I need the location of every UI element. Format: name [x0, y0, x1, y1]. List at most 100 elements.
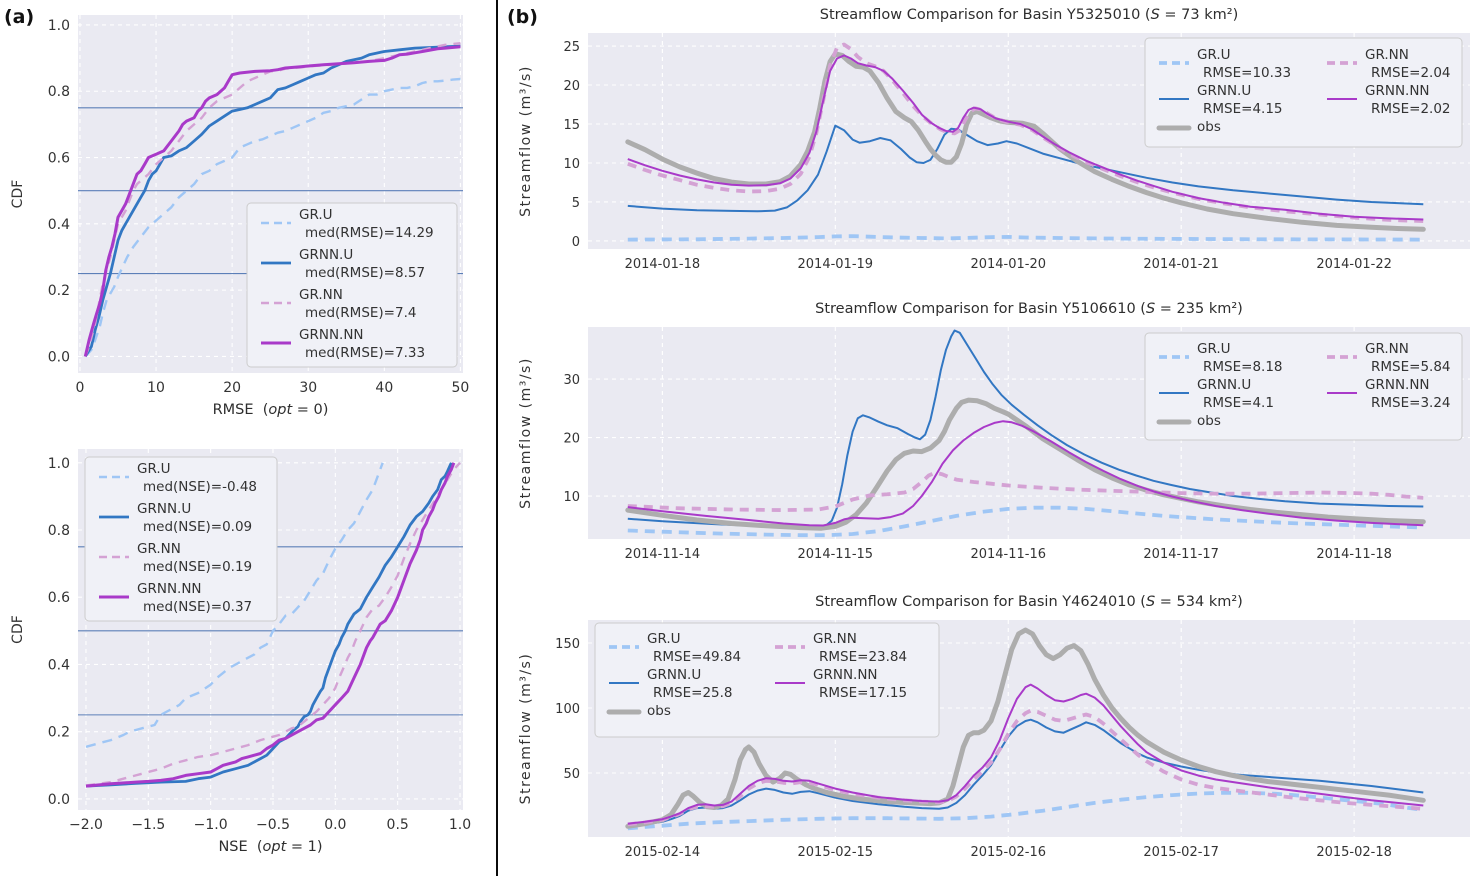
y-tick-label: 0.6: [48, 590, 70, 606]
legend-sublabel-GRNN.NN: RMSE=3.24: [1371, 395, 1451, 411]
legend-label-GRNN.U: GRNN.U: [137, 501, 191, 517]
y-tick-label: 0.4: [48, 657, 70, 673]
x-tick-label: 0.5: [387, 817, 409, 833]
x-tick-label: 2014-11-16: [970, 547, 1046, 562]
legend: GR.U RMSE=49.84 GR.NN RMSE=23.84 GRNN.U RMSE=…: [594, 622, 940, 738]
legend-sublabel-GR.NN: med(RMSE)=7.4: [305, 305, 416, 321]
series-GRNN.NN: [627, 54, 1424, 221]
legend-sublabel-GR.NN: med(NSE)=0.19: [143, 559, 252, 575]
legend-label-GR.U: GR.U: [1197, 341, 1231, 357]
y-tick-label: 0.0: [48, 792, 70, 808]
y-tick-label: 1.0: [48, 456, 70, 472]
legend-label-obs: obs: [647, 703, 671, 719]
legend-box: [246, 202, 458, 368]
legend-box: [594, 622, 940, 738]
series-GR.U: [627, 234, 1424, 242]
legend-box: [84, 456, 278, 622]
x-tick-label: 2014-11-14: [625, 547, 701, 562]
x-axis-label: NSE (opt = 1): [218, 839, 322, 855]
gridlines: [588, 33, 1470, 249]
legend-sublabel-GRNN.U: RMSE=4.1: [1203, 395, 1274, 411]
y-tick-label: 0: [572, 235, 580, 250]
x-tick-label: 10: [147, 380, 165, 396]
legend-sublabel-GRNN.NN: med(RMSE)=7.33: [305, 345, 425, 361]
y-axis-label: Streamflow (m³/s): [518, 653, 534, 805]
x-tick-label: 2015-02-15: [798, 845, 874, 860]
legend-label-GR.NN: GR.NN: [813, 631, 857, 647]
x-tick-label: 2015-02-18: [1316, 845, 1392, 860]
chart-title: Streamflow Comparison for Basin Y4624010…: [815, 594, 1243, 610]
y-tick-label: 0.6: [48, 151, 70, 167]
panel-label-a: (a): [4, 6, 35, 28]
legend-label-GRNN.NN: GRNN.NN: [299, 327, 364, 343]
x-tick-label: −1.5: [131, 817, 165, 833]
legend-label-GRNN.U: GRNN.U: [647, 667, 701, 683]
legend-sublabel-GRNN.U: med(NSE)=0.09: [143, 519, 252, 535]
legend-sublabel-GR.NN: RMSE=5.84: [1371, 359, 1451, 375]
legend: GR.U RMSE=10.33 GR.NN RMSE=2.04 GRNN.U RMSE=4…: [1144, 37, 1463, 148]
panel-divider: [496, 0, 498, 876]
legend-label-GRNN.NN: GRNN.NN: [137, 581, 202, 597]
y-tick-label: 10: [563, 490, 580, 505]
y-tick-label: 20: [563, 432, 580, 447]
series-GRNN.U: [627, 329, 1424, 529]
chart-streamflow-y5325010: 2014-01-18 2014-01-19 2014-01-20 2014-01-21…: [497, 0, 1478, 292]
x-tick-label: 2014-01-18: [625, 257, 701, 272]
chart-nse-cdf: −2.0 −1.5 −1.0 −0.5 0.0 0.5 1.0 0.0 0.2 0.4 0.6 0.8…: [0, 432, 497, 876]
x-tick-label: 0: [76, 380, 85, 396]
x-tick-label: 2015-02-17: [1143, 845, 1219, 860]
chart-title: Streamflow Comparison for Basin Y5106610…: [815, 301, 1243, 317]
legend-label-GRNN.U: GRNN.U: [1197, 83, 1251, 99]
legend-sublabel-GR.NN: RMSE=2.04: [1371, 65, 1451, 81]
legend-sublabel-GRNN.NN: RMSE=2.02: [1371, 101, 1451, 117]
series-GRNN.U: [85, 462, 453, 788]
legend: GR.U med(RMSE)=14.29 GRNN.U med(RMSE)=8.57 G…: [246, 202, 458, 368]
y-tick-label: 20: [563, 79, 580, 94]
y-tick-label: 0.8: [48, 84, 70, 100]
legend-sublabel-GR.U: RMSE=49.84: [653, 649, 741, 665]
y-tick-label: 15: [563, 118, 580, 133]
series-obs: [625, 627, 1426, 829]
legend-label-GR.U: GR.U: [299, 207, 333, 223]
x-tick-label: −1.0: [194, 817, 228, 833]
y-axis-label: Streamflow (m³/s): [518, 65, 534, 217]
series-GR.NN: [85, 461, 461, 787]
x-tick-label: 50: [451, 380, 469, 396]
legend-box: [1144, 37, 1463, 148]
series-GR.U: [627, 790, 1424, 831]
series-GRNN.NN: [627, 683, 1424, 825]
legend-label-GRNN.U: GRNN.U: [1197, 377, 1251, 393]
x-tick-label: −0.5: [256, 817, 290, 833]
y-tick-label: 0.8: [48, 523, 70, 539]
chart-title: Streamflow Comparison for Basin Y5325010…: [820, 7, 1238, 23]
x-tick-label: 2014-01-20: [970, 257, 1046, 272]
series-GR.U: [85, 462, 384, 748]
legend-label-GR.NN: GR.NN: [137, 541, 181, 557]
y-tick-label: 0.2: [48, 283, 70, 299]
x-tick-label: 2015-02-14: [625, 845, 701, 860]
series-GRNN.NN: [83, 45, 461, 357]
y-tick-label: 5: [572, 196, 580, 211]
y-tick-label: 0.4: [48, 217, 70, 233]
x-tick-label: 0.0: [324, 817, 346, 833]
y-tick-label: 0.2: [48, 725, 70, 741]
y-tick-label: 10: [563, 157, 580, 172]
legend-label-obs: obs: [1197, 413, 1221, 429]
x-tick-label: 20: [223, 380, 241, 396]
legend-sublabel-GRNN.NN: med(NSE)=0.37: [143, 599, 252, 615]
series-GRNN.NN: [85, 462, 456, 788]
chart-canvas-rmse_cdf: 0 10 20 30 40 50 0.0 0.2 0.4 0.6 0.8 1.0 RMSE (opt =…: [10, 15, 469, 418]
y-tick-label: 1.0: [48, 18, 70, 34]
chart-canvas-nse_cdf: −2.0 −1.5 −1.0 −0.5 0.0 0.5 1.0 0.0 0.2 0.4 0.6 0.8…: [10, 449, 471, 855]
y-axis-label: Streamflow (m³/s): [518, 357, 534, 509]
chart-canvas-flow1: 2014-01-18 2014-01-19 2014-01-20 2014-01-21…: [518, 7, 1470, 272]
legend-label-GRNN.NN: GRNN.NN: [813, 667, 878, 683]
legend-label-GR.U: GR.U: [1197, 47, 1231, 63]
y-tick-label: 25: [563, 40, 580, 55]
series-GR.U: [84, 77, 461, 358]
legend-sublabel-GR.U: RMSE=10.33: [1203, 65, 1291, 81]
y-tick-label: 50: [563, 767, 580, 782]
chart-canvas-flow2: 2014-11-14 2014-11-15 2014-11-16 2014-11-17…: [518, 301, 1470, 562]
series-GRNN.NN: [627, 420, 1424, 527]
x-tick-label: −2.0: [69, 817, 103, 833]
